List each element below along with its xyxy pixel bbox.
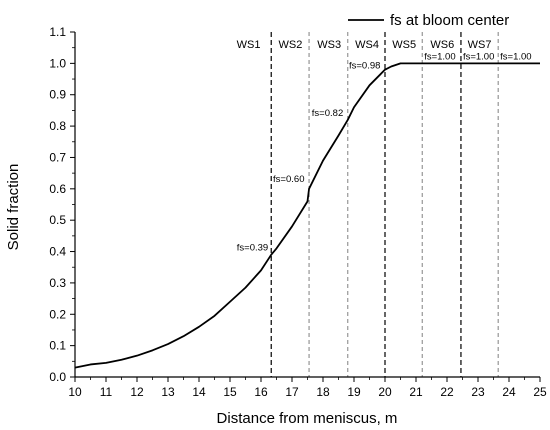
- x-tick-label: 11: [100, 385, 113, 399]
- point-label: fs=1.00: [424, 51, 455, 62]
- y-tick-label: 0.6: [49, 182, 66, 196]
- x-tick-label: 13: [161, 385, 175, 399]
- zone-label: WS6: [430, 39, 454, 51]
- y-tick-label: 0.3: [49, 276, 66, 290]
- point-label: fs=0.98: [349, 61, 380, 72]
- y-tick-label: 0.0: [49, 370, 66, 384]
- y-tick-label: 0.9: [49, 88, 66, 102]
- y-tick-label: 0.1: [49, 339, 66, 353]
- x-tick-label: 19: [347, 385, 361, 399]
- y-tick-label: 0.2: [49, 307, 66, 321]
- legend-label: fs at bloom center: [390, 12, 509, 29]
- series-line: [74, 62, 540, 369]
- x-tick-label: 14: [192, 385, 206, 399]
- zone-label: WS4: [355, 39, 379, 51]
- x-axis-title: Distance from meniscus, m: [217, 410, 398, 427]
- legend: fs at bloom center: [348, 12, 509, 29]
- point-label: fs=1.00: [463, 51, 494, 62]
- x-tick-label: 22: [440, 385, 454, 399]
- zone-label: WS1: [237, 39, 261, 51]
- y-tick-label: 0.5: [49, 213, 66, 227]
- point-label: fs=0.82: [312, 108, 343, 119]
- y-tick-label: 1.0: [49, 56, 66, 70]
- zone-label: WS2: [279, 39, 303, 51]
- x-tick-label: 12: [130, 385, 144, 399]
- x-tick-label: 25: [533, 385, 547, 399]
- point-label: fs=0.60: [273, 174, 304, 185]
- x-tick-label: 16: [254, 385, 268, 399]
- y-tick-label: 0.4: [49, 245, 66, 259]
- x-tick-label: 23: [471, 385, 485, 399]
- x-tick-label: 15: [223, 385, 237, 399]
- series-layer: [74, 62, 540, 369]
- y-axis-title: Solid fraction: [5, 164, 22, 251]
- annotation-layer: WS1 WS2 WS3 WS4 WS5 WS6 WS7 fs=0.39 fs=0.60 fs=0.…: [237, 39, 532, 254]
- x-tick-label: 24: [502, 385, 516, 399]
- zone-label: WS5: [392, 39, 416, 51]
- zone-label: WS3: [317, 39, 341, 51]
- x-tick-label: 10: [68, 385, 82, 399]
- x-tick-label: 18: [316, 385, 330, 399]
- y-tick-label: 1.1: [49, 25, 66, 39]
- x-tick-label: 17: [285, 385, 299, 399]
- point-label: fs=0.39: [237, 243, 268, 254]
- zone-lines: [270, 32, 499, 377]
- x-tick-label: 20: [378, 385, 392, 399]
- y-tick-label: 0.8: [49, 119, 66, 133]
- axes: 10 11 12 13 14 15 16 17 18 19 20 21 22 23 24 25 0.0 0.1 0.…: [49, 25, 547, 399]
- point-label: fs=1.00: [500, 51, 531, 62]
- y-tick-label: 0.7: [49, 150, 66, 164]
- x-tick-label: 21: [409, 385, 423, 399]
- zone-label: WS7: [468, 39, 492, 51]
